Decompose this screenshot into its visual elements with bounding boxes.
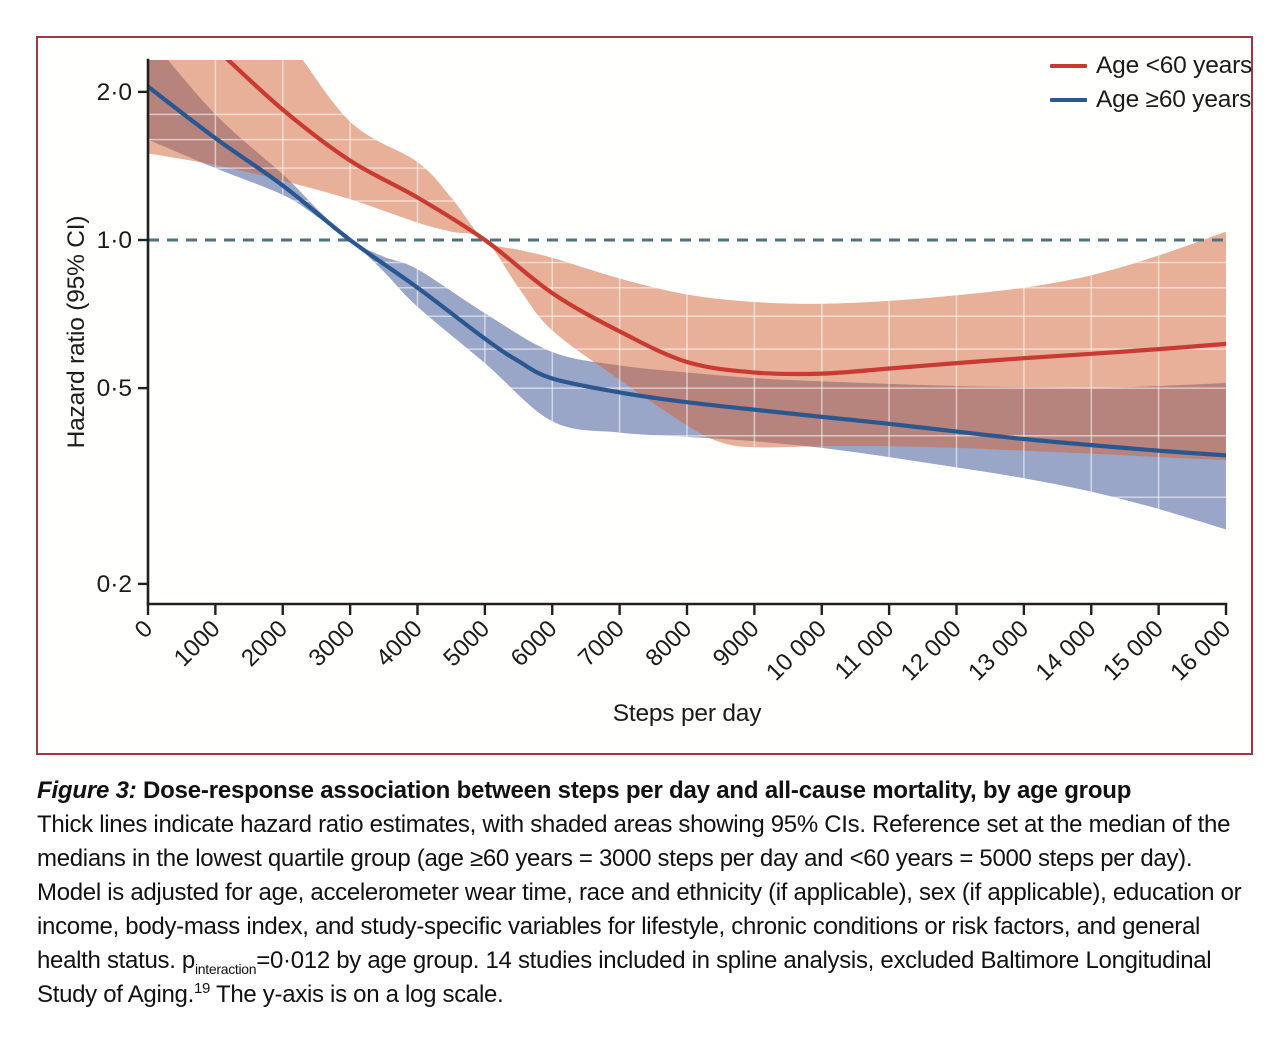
y-axis-title: Hazard ratio (95% CI) xyxy=(63,215,90,449)
figure-panel: 0 1000 2000 3000 4000 5000 6000 7000 8000 9000 10 … xyxy=(36,36,1253,755)
x-tick-label: 2000 xyxy=(236,615,293,672)
legend-item-age-ge60: Age ≥60 years xyxy=(1050,85,1252,113)
x-tick-label: 12 000 xyxy=(896,615,967,686)
caption-subscript: interaction xyxy=(194,960,257,977)
caption-text: Thick lines indicate hazard ratio estima… xyxy=(37,811,1242,974)
y-tick-label: 2·0 xyxy=(97,79,132,106)
y-tick-label: 0·2 xyxy=(97,571,132,598)
figure-caption: Figure 3: Dose-response association betw… xyxy=(37,774,1245,1012)
caption-text: =0·012 by age group. 14 studies included… xyxy=(37,947,1212,1008)
chart-svg: 0 1000 2000 3000 4000 5000 6000 7000 8000 900010 … xyxy=(97,58,1236,686)
x-tick-label: 1000 xyxy=(169,615,226,672)
x-tick-label: 15 000 xyxy=(1098,615,1169,686)
figure-number-label: Figure 3: xyxy=(37,777,137,804)
legend: Age <60 years Age ≥60 years xyxy=(1050,51,1253,113)
x-tick-label: 9000 xyxy=(708,615,765,672)
x-tick-label: 8000 xyxy=(640,615,697,672)
caption-text: The y-axis is on a log scale. xyxy=(210,981,504,1008)
x-axis-title: Steps per day xyxy=(612,700,762,727)
minor-gridlines xyxy=(148,60,1226,604)
y-tick-label: 0·5 xyxy=(97,375,132,402)
x-tick-label: 5000 xyxy=(438,615,495,672)
caption-body: Thick lines indicate hazard ratio estima… xyxy=(37,808,1245,1012)
x-tick-label: 0 xyxy=(130,615,159,644)
legend-swatch-red-line xyxy=(1050,63,1087,68)
x-tick-label: 6000 xyxy=(506,615,563,672)
x-tick-label: 11 000 xyxy=(830,615,900,685)
caption-heading: Figure 3: Dose-response association betw… xyxy=(37,774,1245,808)
plot-area xyxy=(148,60,1226,604)
legend-label-age-lt60: Age <60 years xyxy=(1096,51,1253,79)
caption-heading-text: Dose-response association between steps … xyxy=(136,777,1132,804)
red-hazard-line-age-lt60 xyxy=(225,60,1226,377)
chart: 0 1000 2000 3000 4000 5000 6000 7000 8000 9000 10 … xyxy=(38,38,1250,752)
x-tick-label: 7000 xyxy=(573,615,630,672)
x-tick-label: 16 000 xyxy=(1165,615,1236,686)
y-tick-label: 1·0 xyxy=(97,227,132,254)
legend-item-age-lt60: Age <60 years xyxy=(1050,51,1253,79)
x-tick-label: 13 000 xyxy=(963,615,1034,686)
x-tick-label: 4000 xyxy=(371,615,428,672)
legend-swatch-blue-line xyxy=(1050,97,1087,102)
caption-reference-sup: 19 xyxy=(193,980,211,997)
x-tick-label: 10 000 xyxy=(761,615,832,686)
x-tick-label: 14 000 xyxy=(1030,615,1101,686)
legend-label-age-ge60: Age ≥60 years xyxy=(1096,85,1252,113)
x-tick-label: 3000 xyxy=(304,615,361,672)
blue-hazard-line-age-ge60 xyxy=(148,84,1226,458)
